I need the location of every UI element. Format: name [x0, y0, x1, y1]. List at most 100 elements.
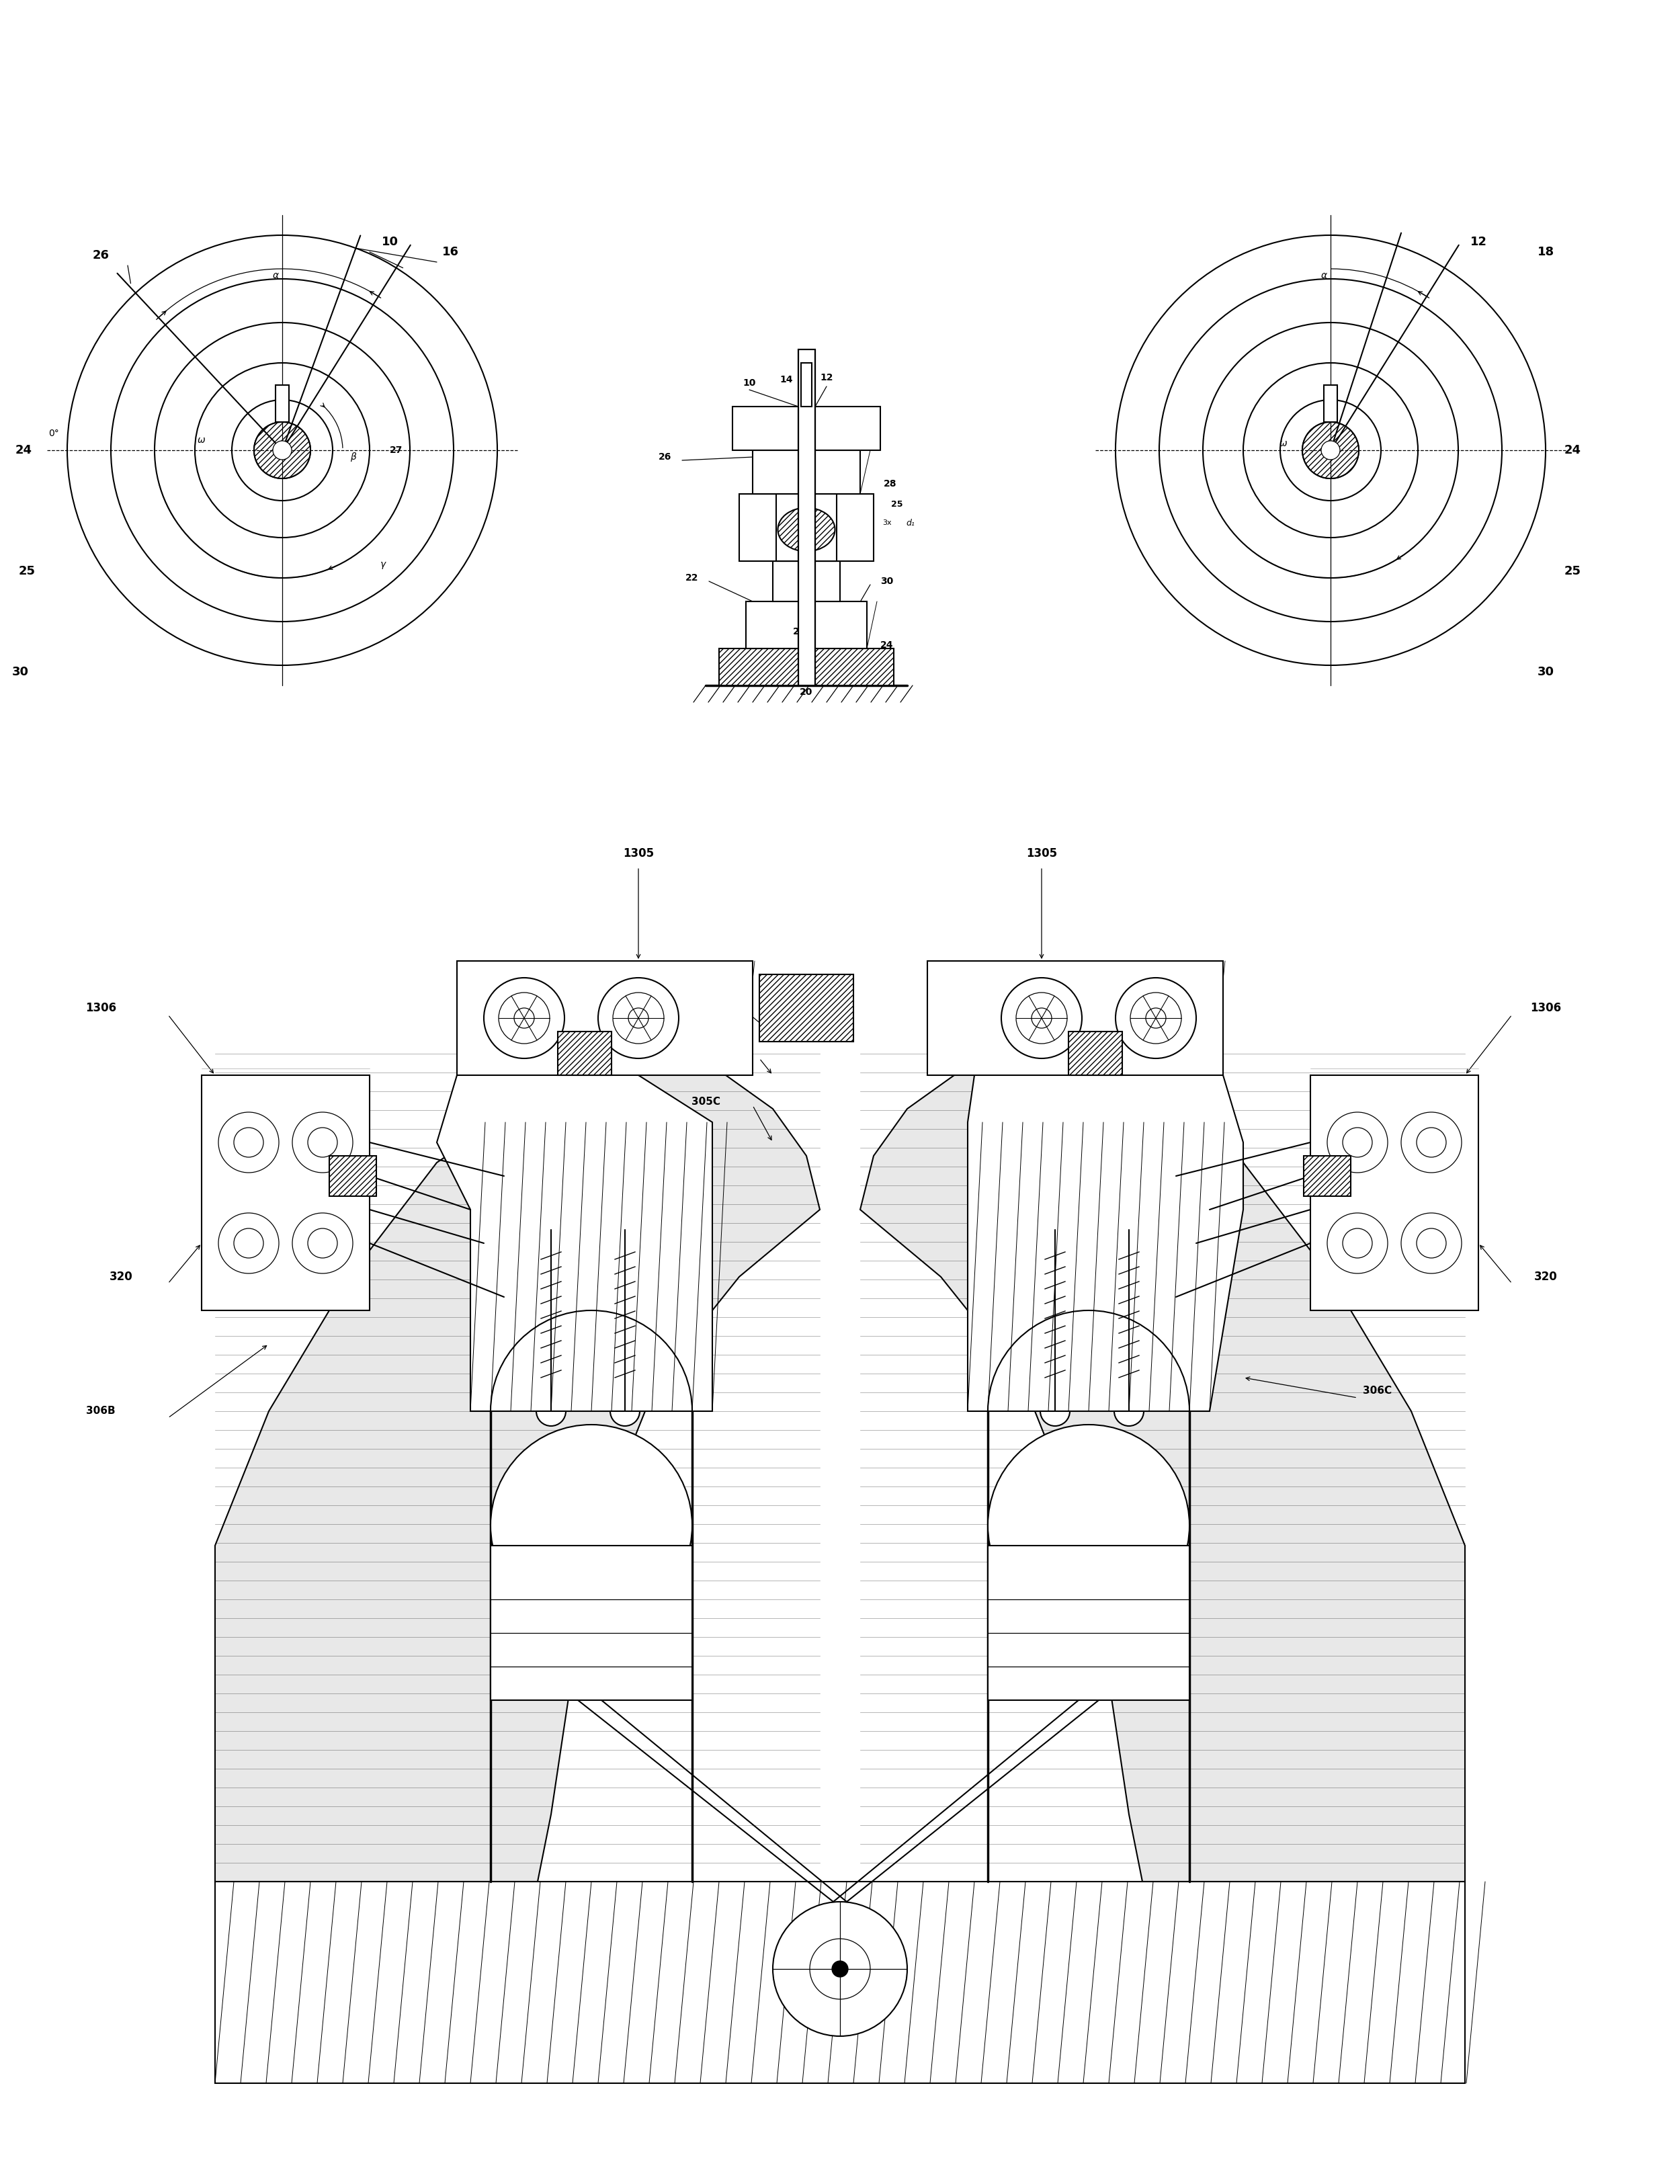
Text: 26: 26 [92, 249, 109, 262]
Circle shape [773, 1902, 907, 2035]
Text: 306B: 306B [86, 1406, 116, 1415]
Circle shape [1302, 422, 1359, 478]
Text: 25: 25 [890, 500, 904, 509]
Polygon shape [860, 1055, 1465, 1883]
Text: ω: ω [198, 435, 205, 446]
Wedge shape [536, 1411, 566, 1426]
Text: 305C: 305C [690, 1096, 721, 1107]
Circle shape [484, 978, 564, 1059]
Polygon shape [988, 1546, 1189, 1699]
Polygon shape [927, 961, 1223, 1075]
Text: 10: 10 [381, 236, 398, 249]
Circle shape [613, 992, 664, 1044]
Circle shape [1131, 992, 1181, 1044]
Polygon shape [457, 961, 753, 1075]
Polygon shape [215, 1055, 820, 1883]
Circle shape [1146, 1009, 1166, 1029]
Text: 24: 24 [793, 627, 806, 636]
Text: 30: 30 [880, 577, 894, 585]
Polygon shape [215, 1883, 1465, 2084]
Polygon shape [1310, 1075, 1478, 1310]
Text: 320: 320 [1534, 1271, 1557, 1282]
Bar [798, 349, 815, 686]
Circle shape [1320, 441, 1341, 459]
Bar [801, 363, 811, 406]
Text: 14: 14 [780, 376, 793, 384]
Bar [329, 1155, 376, 1197]
Text: d₁: d₁ [906, 518, 916, 526]
Polygon shape [968, 1055, 1243, 1411]
Polygon shape [437, 1055, 712, 1411]
Text: 330: 330 [696, 1002, 716, 1013]
Circle shape [1016, 992, 1067, 1044]
Circle shape [234, 1227, 264, 1258]
Text: 24: 24 [1564, 443, 1581, 456]
Text: α: α [272, 271, 279, 280]
Bar [753, 450, 860, 494]
Circle shape [307, 1127, 338, 1158]
Ellipse shape [778, 507, 835, 550]
Text: γ: γ [380, 559, 386, 570]
Circle shape [628, 1009, 648, 1029]
Text: α: α [1320, 271, 1327, 280]
Circle shape [272, 441, 292, 459]
Circle shape [810, 1939, 870, 1998]
Circle shape [514, 1009, 534, 1029]
Text: 27: 27 [390, 446, 403, 454]
Polygon shape [202, 1075, 370, 1310]
Circle shape [307, 1227, 338, 1258]
Text: 1306: 1306 [1530, 1002, 1561, 1013]
Circle shape [1416, 1227, 1446, 1258]
Text: 30: 30 [12, 666, 29, 677]
Circle shape [1416, 1127, 1446, 1158]
Wedge shape [1114, 1411, 1144, 1426]
Bar [759, 974, 853, 1042]
Wedge shape [1040, 1411, 1070, 1426]
Circle shape [499, 992, 549, 1044]
Bar [776, 494, 837, 561]
Bar [276, 384, 289, 422]
Text: 10: 10 [743, 378, 756, 389]
Bar [1324, 384, 1337, 422]
Text: 22: 22 [685, 572, 699, 583]
Text: β: β [349, 452, 356, 461]
Text: 1306: 1306 [86, 1002, 116, 1013]
Wedge shape [610, 1411, 640, 1426]
Bar [798, 349, 815, 686]
Text: 28: 28 [884, 478, 897, 489]
Bar [732, 406, 880, 450]
Circle shape [234, 1127, 264, 1158]
Text: 25: 25 [1564, 566, 1581, 577]
Circle shape [598, 978, 679, 1059]
Circle shape [1342, 1127, 1373, 1158]
Text: 26: 26 [659, 452, 672, 461]
Circle shape [988, 1424, 1189, 1627]
Text: 12: 12 [1470, 236, 1487, 249]
Circle shape [1032, 1009, 1052, 1029]
Text: 1305: 1305 [623, 847, 654, 860]
Text: 305B: 305B [690, 1051, 721, 1059]
Text: 3x: 3x [882, 520, 892, 526]
Text: ω: ω [1280, 439, 1287, 448]
Circle shape [1342, 1227, 1373, 1258]
Circle shape [1001, 978, 1082, 1059]
Circle shape [254, 422, 311, 478]
Text: 18: 18 [1537, 247, 1554, 258]
Bar [558, 1031, 612, 1075]
Bar [1304, 1155, 1351, 1197]
Text: 24: 24 [15, 443, 32, 456]
Text: 0°: 0° [49, 428, 59, 439]
Text: 25: 25 [18, 566, 35, 577]
Text: 12: 12 [820, 373, 833, 382]
Text: 306C: 306C [1362, 1387, 1393, 1396]
Bar [746, 601, 867, 649]
Text: 320: 320 [109, 1271, 133, 1282]
Text: 30: 30 [1537, 666, 1554, 677]
Text: 20: 20 [800, 688, 813, 697]
Bar [1068, 1031, 1122, 1075]
Circle shape [832, 1961, 848, 1977]
Text: 1305: 1305 [1026, 847, 1057, 860]
Text: 24: 24 [880, 640, 894, 651]
Polygon shape [491, 1546, 692, 1699]
Circle shape [1116, 978, 1196, 1059]
